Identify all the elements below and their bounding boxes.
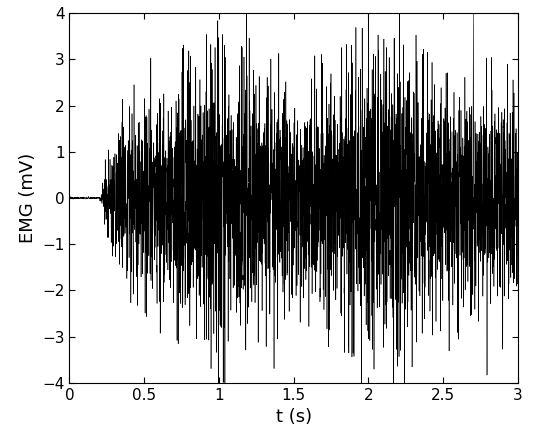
X-axis label: t (s): t (s) bbox=[276, 408, 312, 426]
Y-axis label: EMG (mV): EMG (mV) bbox=[19, 153, 36, 243]
